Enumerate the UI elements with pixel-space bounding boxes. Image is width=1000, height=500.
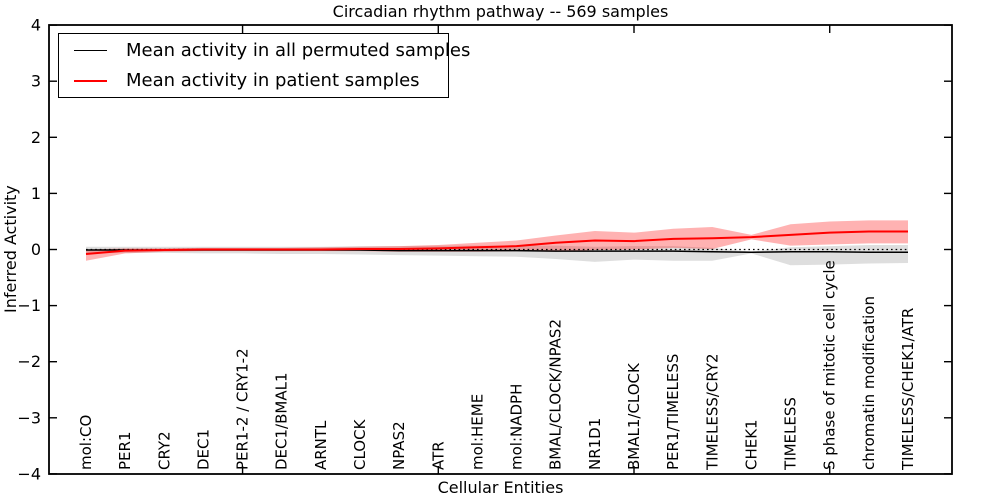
permuted-line-sample [74,49,107,52]
x-category-label: PER1-2 / CRY1-2 [234,348,252,470]
x-category-label: PER1 [116,432,134,471]
y-tick-label: 4 [31,16,41,35]
x-category-label: DEC1/BMAL1 [273,373,291,471]
patient-mean-line [85,230,908,255]
x-category-label: mol:NADPH [508,384,526,470]
x-category-label: NPAS2 [390,421,408,470]
x-category-label: BMAL/CLOCK/NPAS2 [547,319,565,470]
x-category-label: chromatin modification [860,296,878,470]
x-category-label: TIMELESS/CRY2 [703,353,721,471]
x-category-label: DEC1 [194,429,212,470]
patient-line-sample [74,79,107,82]
x-category-label: mol:CO [77,415,95,470]
x-category-label: ARNTL [312,420,330,470]
x-category-label: CRY2 [155,431,173,470]
legend-item-label: Mean activity in patient samples [126,70,420,91]
legend: Mean activity in all permuted samples Me… [58,33,470,98]
x-category-label: TIMELESS/CHEK1/ATR [899,308,917,471]
legend-item-permuted: Mean activity in all permuted samples [74,38,470,64]
x-category-label: TIMELESS [782,397,800,471]
x-category-label: PER1/TIMELESS [664,354,682,470]
x-category-label: mol:HEME [468,394,486,470]
y-tick-label: −1 [17,296,41,315]
y-tick-label: 3 [31,72,41,91]
x-axis-label: Cellular Entities [437,478,564,497]
y-tick-label: −4 [17,464,41,483]
y-tick-label: −3 [17,408,41,427]
x-category-label: CLOCK [351,418,369,470]
x-category-label: S phase of mitotic cell cycle [821,260,839,470]
y-tick-label: 2 [31,128,41,147]
x-category-label: CHEK1 [742,419,760,470]
x-category-label: BMAL1/CLOCK [625,362,643,470]
legend-item-patient: Mean activity in patient samples [74,68,448,94]
x-category-label: NR1D1 [586,418,604,470]
legend-item-label: Mean activity in all permuted samples [126,40,471,61]
chart-title: Circadian rhythm pathway -- 569 samples [332,2,669,21]
y-tick-label: −2 [17,352,41,371]
y-tick-label: 0 [31,240,41,259]
x-category-label: ATR [429,441,447,470]
y-tick-label: 1 [31,184,41,203]
